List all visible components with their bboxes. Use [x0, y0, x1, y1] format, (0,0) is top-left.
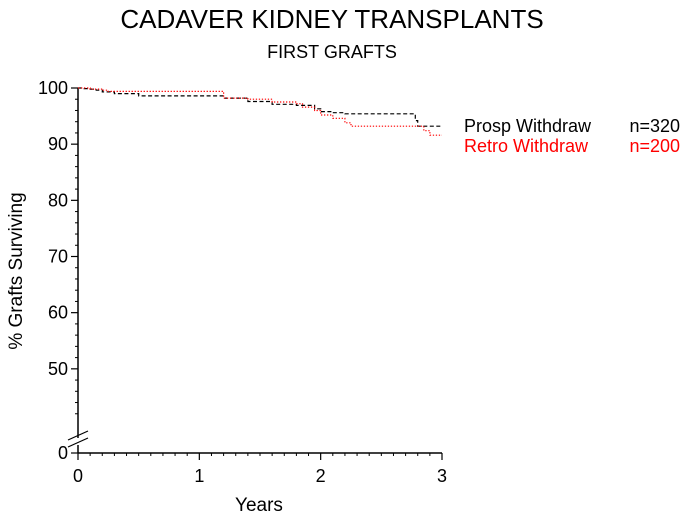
axes: 0 50 60 70 80 90 100 0 1 2 3: [38, 78, 447, 486]
x-axis-label: Years: [235, 495, 283, 516]
y-tick-label: 100: [38, 78, 68, 98]
legend-series-2-name: Retro Withdraw: [464, 136, 589, 156]
legend-series-2-count: n=200: [629, 136, 680, 156]
series-line-1: [78, 87, 442, 127]
y-tick-label: 70: [48, 247, 68, 267]
chart-subtitle: FIRST GRAFTS: [267, 42, 397, 62]
x-tick-label: 1: [194, 466, 204, 486]
axis-break-mark-2: [67, 437, 89, 448]
x-tick-label: 0: [73, 466, 83, 486]
chart-title: CADAVER KIDNEY TRANSPLANTS: [120, 4, 543, 34]
y-tick-label: 50: [48, 359, 68, 379]
y-tick-label: 60: [48, 303, 68, 323]
legend: Prosp Withdraw n=320 Retro Withdraw n=20…: [464, 116, 680, 156]
y-tick-label: 0: [58, 443, 68, 463]
y-tick-label: 80: [48, 190, 68, 210]
legend-series-1-count: n=320: [629, 116, 680, 136]
x-tick-label: 3: [437, 466, 447, 486]
series-layer: [78, 87, 442, 136]
y-tick-label: 90: [48, 134, 68, 154]
axis-break-mark-1: [67, 430, 89, 441]
series-line-2: [78, 87, 442, 136]
y-axis-label: % Grafts Surviving: [6, 192, 27, 349]
legend-series-1-name: Prosp Withdraw: [464, 116, 592, 136]
x-tick-label: 2: [316, 466, 326, 486]
